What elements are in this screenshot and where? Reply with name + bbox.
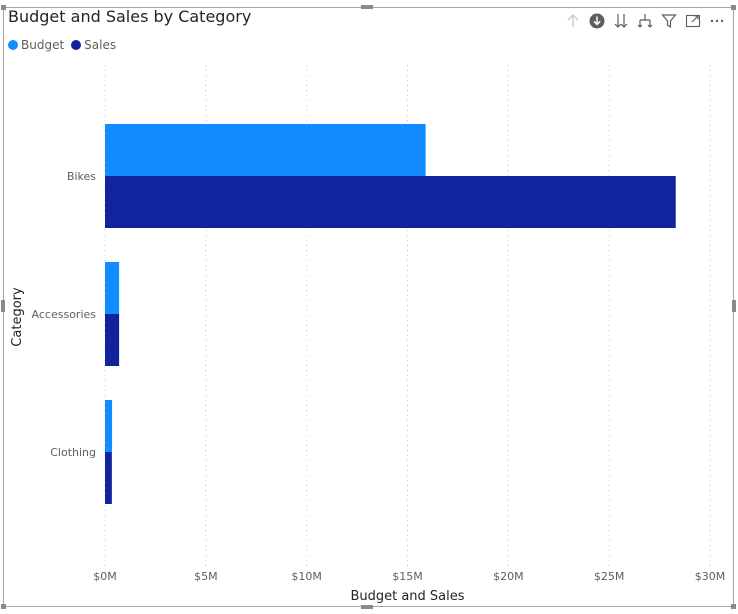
visual-header-toolbar [561,10,729,32]
resize-handle-top[interactable] [361,5,373,9]
legend-label-sales: Sales [84,38,117,52]
legend-item-budget[interactable]: Budget [8,38,64,52]
resize-handle-top-right[interactable] [731,5,736,10]
bar-budget-bikes[interactable] [105,124,426,176]
more-options-icon[interactable] [705,10,729,32]
filter-icon[interactable] [657,10,681,32]
x-tick-label: $25M [594,570,625,583]
x-tick-label: $10M [291,570,322,583]
x-tick-label: $30M [695,570,726,583]
focus-mode-icon[interactable] [681,10,705,32]
y-tick-label: Bikes [67,170,96,183]
resize-handle-bottom-right[interactable] [731,604,736,609]
y-tick-label: Clothing [50,446,96,459]
expand-next-level-icon[interactable] [633,10,657,32]
x-axis-title: Budget and Sales [350,589,464,604]
legend-marker-budget [8,40,18,50]
bar-budget-accessories[interactable] [105,262,120,314]
bar-sales-clothing[interactable] [105,452,112,504]
resize-handle-bottom[interactable] [361,605,373,609]
legend-marker-sales [71,40,82,50]
bar-budget-clothing[interactable] [105,400,113,452]
arrow-up-icon[interactable] [561,10,585,32]
bar-sales-bikes[interactable] [105,176,676,228]
x-tick-label: $20M [493,570,524,583]
resize-handle-right[interactable] [732,300,736,312]
legend-label-budget: Budget [21,38,65,52]
legend: Budget Sales [8,38,123,52]
chart-title: Budget and Sales by Category [8,7,252,26]
x-tick-label: $15M [392,570,423,583]
drill-down-icon[interactable] [585,10,609,32]
y-axis-title: Category [10,287,25,347]
legend-item-sales[interactable]: Sales [71,38,116,52]
x-tick-label: $5M [194,570,218,583]
resize-handle-bottom-left[interactable] [1,604,6,609]
expand-all-icon[interactable] [609,10,633,32]
y-tick-label: Accessories [32,308,97,321]
resize-handle-top-left[interactable] [1,5,6,10]
bar-sales-accessories[interactable] [105,314,120,366]
resize-handle-left[interactable] [1,300,5,312]
x-tick-label: $0M [93,570,117,583]
